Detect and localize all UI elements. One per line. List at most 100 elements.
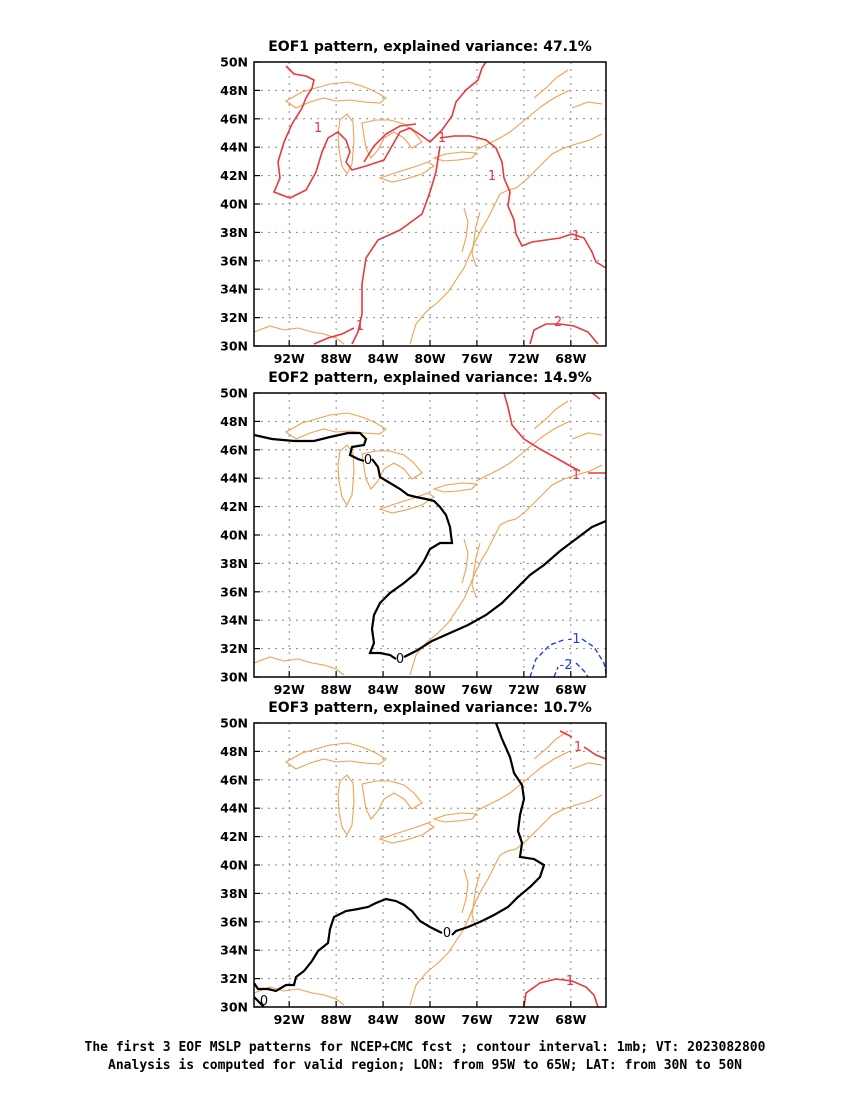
panel-title: EOF3 pattern, explained variance: 10.7% — [268, 700, 592, 716]
lat-tick-label: 40N — [220, 858, 248, 873]
lat-tick-label: 32N — [220, 971, 248, 986]
lon-tick-label: 72W — [508, 682, 539, 697]
lat-tick-label: 40N — [220, 197, 248, 212]
contour-line — [451, 722, 546, 936]
lat-tick-label: 42N — [220, 168, 248, 183]
lat-tick-label: 44N — [220, 801, 248, 816]
contour-label: 1 — [488, 169, 496, 184]
lon-tick-label: 80W — [414, 1012, 445, 1027]
lon-tick-labels: 92W 88W 84W 80W 76W 72W 68W — [274, 340, 587, 366]
lon-tick-label: 68W — [555, 1012, 586, 1027]
contour-label: 1 — [572, 229, 580, 244]
lon-tick-label: 84W — [367, 682, 398, 697]
lat-tick-label: 48N — [220, 83, 248, 98]
lat-tick-label: 36N — [220, 914, 248, 929]
contour-label: 0 — [396, 652, 404, 667]
lon-tick-label: 88W — [321, 1012, 352, 1027]
panel-title: EOF2 pattern, explained variance: 14.9% — [268, 370, 592, 386]
lat-tick-label: 38N — [220, 556, 248, 571]
contour-label: 2 — [554, 315, 562, 330]
lon-tick-label: 76W — [461, 351, 492, 366]
lon-tick-label: 88W — [321, 351, 352, 366]
lat-tick-label: 42N — [220, 499, 248, 514]
map-grid — [254, 723, 606, 1007]
lat-tick-label: 30N — [220, 339, 248, 354]
contour-labels: 0 0 1 -1 -2 — [364, 453, 581, 673]
contour-line — [363, 123, 417, 163]
contour-label: 1 — [566, 974, 574, 989]
contour-line — [253, 431, 368, 463]
contour-line — [403, 519, 607, 658]
lat-tick-label: 30N — [220, 1000, 248, 1015]
lon-tick-labels: 92W 88W 84W 80W 76W 72W 68W — [274, 1001, 587, 1027]
figure-caption-line-2: Analysis is computed for valid region; L… — [108, 1058, 742, 1073]
lat-tick-label: 38N — [220, 225, 248, 240]
contour-label: 1 — [572, 468, 580, 483]
lat-tick-label: 46N — [220, 442, 248, 457]
lon-tick-label: 72W — [508, 351, 539, 366]
lon-tick-label: 76W — [461, 682, 492, 697]
lon-tick-label: 76W — [461, 1012, 492, 1027]
panel-eof1: EOF1 pattern, explained variance: 47.1% … — [220, 39, 607, 366]
contour-line — [503, 392, 581, 472]
panel-eof3: EOF3 pattern, explained variance: 10.7% … — [220, 700, 607, 1027]
contour-line — [529, 323, 599, 345]
contour-label: -1 — [568, 632, 581, 647]
contour-line — [351, 145, 441, 345]
lat-tick-label: 34N — [220, 282, 248, 297]
lat-tick-label: 48N — [220, 414, 248, 429]
lat-tick-label: 50N — [220, 716, 248, 731]
coastline — [253, 69, 603, 345]
lat-tick-label: 40N — [220, 528, 248, 543]
lat-tick-label: 48N — [220, 744, 248, 759]
lat-tick-label: 44N — [220, 140, 248, 155]
contour-label: 0 — [364, 453, 372, 468]
contour-line — [529, 638, 607, 678]
coastline — [253, 400, 603, 676]
contour-line — [368, 458, 454, 660]
contour-line — [523, 978, 599, 1008]
lon-tick-label: 80W — [414, 351, 445, 366]
lat-tick-labels: 50N 48N 46N 44N 42N 40N 38N 36N 34N 32N 30N — [220, 386, 260, 685]
lat-tick-label: 42N — [220, 829, 248, 844]
lon-tick-label: 80W — [414, 682, 445, 697]
map-grid — [254, 393, 606, 677]
contour-label: 1 — [574, 740, 582, 755]
lon-tick-label: 92W — [274, 682, 305, 697]
contour-line — [272, 61, 487, 199]
lat-tick-label: 34N — [220, 613, 248, 628]
lon-tick-label: 92W — [274, 351, 305, 366]
contour-line — [439, 135, 607, 269]
figure-caption-line-1: The first 3 EOF MSLP patterns for NCEP+C… — [84, 1040, 766, 1055]
panel-title: EOF1 pattern, explained variance: 47.1% — [268, 39, 592, 55]
contour-line — [253, 897, 443, 993]
lat-tick-label: 38N — [220, 886, 248, 901]
lon-tick-label: 84W — [367, 1012, 398, 1027]
contour-label: -2 — [560, 658, 573, 673]
contour-labels: 1 1 1 1 1 2 — [314, 121, 580, 334]
contour-line — [553, 662, 589, 678]
map-grid — [254, 62, 606, 346]
lat-tick-label: 36N — [220, 584, 248, 599]
lon-tick-label: 88W — [321, 682, 352, 697]
contour-line — [313, 327, 355, 345]
lat-tick-label: 50N — [220, 55, 248, 70]
lat-tick-label: 32N — [220, 310, 248, 325]
lon-tick-label: 68W — [555, 351, 586, 366]
lon-tick-label: 68W — [555, 682, 586, 697]
contour-label: 1 — [314, 121, 322, 136]
lat-tick-label: 34N — [220, 943, 248, 958]
lat-tick-labels: 50N 48N 46N 44N 42N 40N 38N 36N 34N 32N 30N — [220, 716, 260, 1015]
contour-label: 0 — [443, 926, 451, 941]
lon-tick-labels: 92W 88W 84W 80W 76W 72W 68W — [274, 671, 587, 697]
lat-tick-label: 50N — [220, 386, 248, 401]
contour-line — [591, 392, 601, 400]
lat-tick-label: 32N — [220, 641, 248, 656]
contour-line — [253, 996, 265, 1008]
lat-tick-label: 46N — [220, 111, 248, 126]
panel-eof2: EOF2 pattern, explained variance: 14.9% … — [220, 370, 607, 697]
eof-figure: EOF1 pattern, explained variance: 47.1% … — [220, 39, 607, 1027]
lat-tick-label: 44N — [220, 471, 248, 486]
contour-line — [559, 730, 607, 760]
lat-tick-label: 36N — [220, 253, 248, 268]
